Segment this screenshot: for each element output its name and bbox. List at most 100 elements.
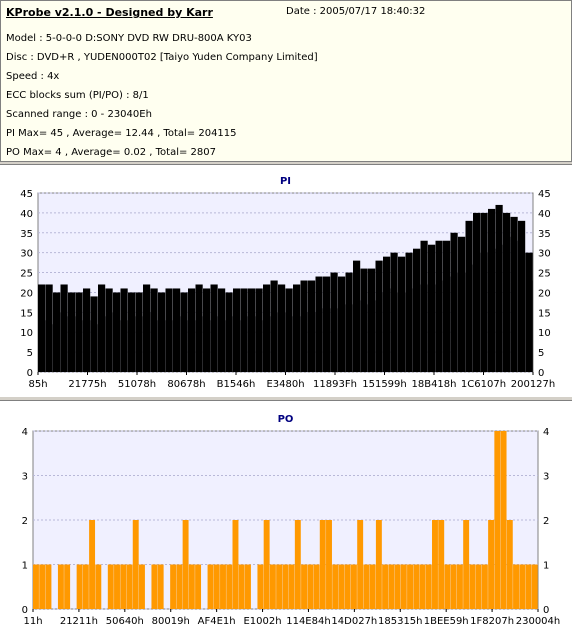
po-bar [450, 564, 457, 609]
pi-ytick-right: 45 [538, 189, 551, 200]
po-bar [456, 564, 463, 609]
po-chart-title: PO [278, 414, 294, 425]
po-ytick-left: 3 [22, 472, 28, 483]
pi-bar [458, 272, 466, 372]
po-ytick-left: 2 [22, 516, 28, 527]
pi-xtick-label: 80678h [167, 379, 205, 390]
po-bar [394, 564, 401, 609]
pi-chart-panel: PI 0 0 5 5 10 10 15 15 20 20 25 25 30 30 35 35 40 40 45 45 85… [0, 164, 572, 397]
pi-bar [323, 308, 331, 372]
pi-bar [135, 316, 143, 372]
pi-bar [240, 316, 248, 372]
pi-ytick-right: 25 [538, 269, 551, 280]
pi-bar [420, 284, 428, 372]
pi-bar [300, 312, 308, 372]
pi-bar [465, 264, 473, 372]
po-ytick-right: 1 [543, 561, 549, 572]
po-xtick-label: 114E84h [286, 616, 330, 627]
po-bar [513, 564, 519, 609]
pi-bar [98, 316, 106, 372]
po-xtick-label: 21211h [60, 616, 98, 627]
pi-ytick-left: 35 [20, 229, 33, 240]
disc-line: Disc : DVD+R , YUDEN000T02 [Taiyo Yuden … [6, 52, 318, 63]
pi-bar [38, 320, 46, 372]
app-title: KProbe v2.1.0 - Designed by Karr [6, 6, 213, 19]
pi-ytick-right: 15 [538, 308, 551, 319]
po-xtick-label: 1BEE59h [424, 616, 469, 627]
pi-bar [60, 316, 68, 372]
po-bar [326, 520, 332, 609]
model-line: Model : 5-0-0-0 D:SONY DVD RW DRU-800A K… [6, 33, 252, 44]
po-bar [438, 520, 445, 609]
pi-bar [353, 300, 361, 372]
pi-ytick-right: 35 [538, 229, 551, 240]
pi-bar [75, 320, 83, 372]
pi-bar [383, 288, 391, 372]
po-bar [369, 564, 376, 609]
pi-bar [285, 316, 293, 372]
pi-bar [345, 304, 353, 372]
pi-ytick-right: 40 [538, 209, 551, 220]
pi-bar [450, 272, 458, 372]
po-bar [425, 564, 432, 609]
po-bar [313, 564, 320, 609]
po-bar [469, 564, 476, 609]
po-bar [138, 564, 145, 609]
po-ytick-right: 4 [543, 427, 549, 438]
pi-bar [488, 248, 496, 372]
po-ytick-right: 0 [543, 605, 549, 616]
po-bar [400, 564, 407, 609]
pi-xtick-label: E3480h [266, 379, 304, 390]
po-bar [195, 564, 202, 609]
pi-bar [480, 252, 488, 372]
po-bar [114, 564, 120, 609]
po-bar [232, 520, 239, 609]
pi-ytick-left: 10 [20, 328, 33, 339]
pi-bar [195, 316, 203, 372]
pi-ytick-right: 5 [538, 348, 544, 359]
pi-xtick-label: 1C6107h [461, 379, 506, 390]
pi-ytick-left: 20 [20, 288, 33, 299]
po-bar [126, 564, 133, 609]
pi-bar [293, 316, 301, 372]
pi-summary-line: PI Max= 45 , Average= 12.44 , Total= 204… [6, 128, 237, 139]
po-bar [57, 564, 64, 609]
po-bar [488, 520, 495, 609]
po-bar [294, 520, 301, 609]
pi-bar [105, 312, 113, 372]
po-bar [332, 564, 339, 609]
po-bar [301, 564, 308, 609]
pi-bar [390, 292, 398, 372]
po-bar [257, 564, 264, 609]
pi-bar [68, 316, 76, 372]
pi-bar [173, 316, 181, 372]
pi-bar [248, 316, 256, 372]
pi-ytick-left: 15 [20, 308, 33, 319]
po-bar [176, 564, 183, 609]
pi-xtick-label: 200127h [511, 379, 556, 390]
po-bar [413, 564, 420, 609]
po-bar [344, 564, 351, 609]
pi-bar [375, 292, 383, 372]
pi-bar [525, 280, 533, 372]
po-bar [170, 564, 177, 609]
po-bar [33, 564, 39, 609]
pi-bar [278, 312, 286, 372]
pi-bar [435, 280, 443, 372]
po-bar [238, 564, 245, 609]
po-bar [357, 520, 364, 609]
pi-ytick-left: 45 [20, 189, 33, 200]
po-bar [375, 520, 382, 609]
pi-ytick-right: 20 [538, 288, 551, 299]
pi-bar [405, 288, 413, 372]
pi-bar [398, 292, 406, 372]
pi-ytick-left: 25 [20, 269, 33, 280]
po-xtick-label: E1002h [243, 616, 281, 627]
pi-bar [233, 320, 241, 372]
po-bar [419, 564, 426, 609]
pi-bar [225, 316, 233, 372]
pi-bar [210, 316, 218, 372]
pi-bar [443, 276, 451, 372]
po-bar [213, 564, 220, 609]
pi-xtick-label: 18B418h [411, 379, 456, 390]
